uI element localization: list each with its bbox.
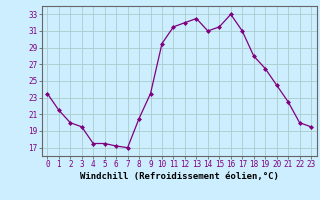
X-axis label: Windchill (Refroidissement éolien,°C): Windchill (Refroidissement éolien,°C)	[80, 172, 279, 181]
